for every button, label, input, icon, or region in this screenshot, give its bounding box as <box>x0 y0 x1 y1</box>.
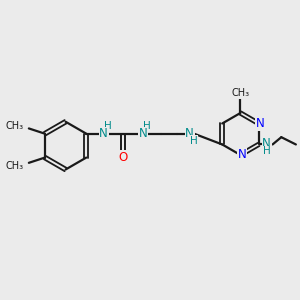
Text: H: H <box>263 146 271 156</box>
Text: N: N <box>99 127 108 140</box>
Text: H: H <box>190 136 197 146</box>
Text: O: O <box>118 151 127 164</box>
Text: N: N <box>139 127 148 140</box>
Text: H: H <box>104 122 111 131</box>
Text: H: H <box>143 122 151 131</box>
Text: N: N <box>185 127 194 140</box>
Text: N: N <box>238 148 246 161</box>
Text: N: N <box>262 137 271 150</box>
Text: N: N <box>256 117 264 130</box>
Text: CH₃: CH₃ <box>231 88 250 98</box>
Text: CH₃: CH₃ <box>6 161 24 171</box>
Text: CH₃: CH₃ <box>6 121 24 131</box>
